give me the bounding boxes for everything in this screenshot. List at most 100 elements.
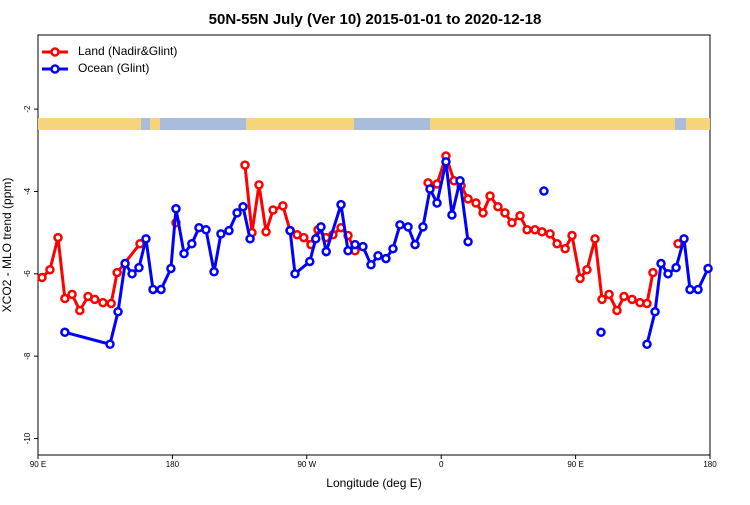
data-point <box>240 160 250 170</box>
data-point <box>597 294 607 305</box>
data-point <box>336 199 346 210</box>
data-point <box>388 243 398 254</box>
data-point <box>305 256 315 267</box>
data-point <box>539 186 549 196</box>
data-point <box>500 208 510 218</box>
data-point <box>552 239 562 249</box>
data-point <box>113 306 123 317</box>
data-point <box>441 157 451 167</box>
data-point <box>285 225 295 236</box>
data-point <box>485 191 495 201</box>
data-point <box>522 225 532 235</box>
data-point <box>567 230 577 241</box>
data-point <box>650 306 660 317</box>
data-point <box>67 289 77 300</box>
data-point <box>98 297 108 308</box>
legend-marker <box>50 64 60 74</box>
data-point <box>619 291 629 302</box>
data-point <box>134 262 144 273</box>
data-point <box>366 260 376 270</box>
data-point <box>60 293 70 304</box>
data-point <box>685 284 695 295</box>
legend-label: Ocean (Glint) <box>78 61 149 75</box>
data-point <box>671 262 681 273</box>
chart-title: 50N-55N July (Ver 10) 2015-01-01 to 2020… <box>209 11 542 28</box>
data-point <box>321 246 331 257</box>
land-strip <box>430 118 675 130</box>
data-point <box>166 263 176 274</box>
data-point <box>663 269 673 279</box>
data-point <box>209 267 219 277</box>
y-tick-label: -8 <box>23 352 32 360</box>
data-point <box>105 339 115 349</box>
data-point <box>648 267 658 278</box>
data-point <box>560 243 570 254</box>
data-point <box>245 234 255 244</box>
data-point <box>642 298 652 309</box>
data-point <box>545 229 555 239</box>
data-point <box>395 220 405 230</box>
y-tick-label: -10 <box>23 432 32 444</box>
data-point <box>45 264 55 275</box>
data-point <box>432 198 442 208</box>
y-tick-label: -4 <box>23 187 32 195</box>
x-tick-label: 180 <box>166 460 180 469</box>
data-point <box>224 225 234 236</box>
data-point <box>410 239 420 250</box>
data-point <box>627 294 637 305</box>
data-point <box>381 253 391 264</box>
data-point <box>703 263 713 274</box>
land-strip <box>686 118 710 130</box>
data-point <box>463 236 473 247</box>
data-point <box>316 222 326 232</box>
data-point <box>418 222 428 232</box>
data-point <box>106 298 116 309</box>
data-point <box>187 239 197 249</box>
data-point <box>493 201 503 212</box>
land-strip <box>246 118 354 130</box>
y-tick-label: -2 <box>23 105 32 113</box>
data-point <box>268 205 278 215</box>
data-point <box>455 176 465 186</box>
data-point <box>596 327 606 338</box>
data-point <box>75 305 85 316</box>
data-point <box>53 232 63 243</box>
land-strip <box>38 118 141 130</box>
data-point <box>179 248 189 259</box>
data-point <box>478 208 488 218</box>
data-point <box>463 194 473 204</box>
x-tick-label: 90 E <box>567 460 583 469</box>
data-point <box>278 201 288 211</box>
data-point <box>537 227 547 237</box>
land-mask-strip <box>38 118 710 130</box>
data-point <box>693 284 703 295</box>
data-point <box>642 339 652 349</box>
y-tick-label: -6 <box>23 270 32 278</box>
data-point <box>232 208 242 218</box>
legend-marker <box>50 47 60 57</box>
data-point <box>201 225 211 235</box>
data-point <box>604 289 614 300</box>
data-point <box>425 184 435 194</box>
data-point <box>343 246 353 256</box>
land-strip <box>150 118 160 130</box>
data-point <box>471 198 481 208</box>
data-point <box>254 180 264 190</box>
data-point <box>507 218 517 228</box>
data-point <box>156 284 166 295</box>
data-point <box>679 234 689 244</box>
data-point <box>656 258 666 269</box>
data-point <box>447 210 457 220</box>
data-point <box>582 264 592 275</box>
data-point <box>216 229 226 239</box>
data-point <box>60 327 70 338</box>
data-point <box>350 239 360 250</box>
data-point <box>112 267 122 278</box>
data-point <box>358 241 368 252</box>
data-point <box>590 234 600 244</box>
data-point <box>515 211 525 221</box>
x-tick-label: 180 <box>703 460 717 469</box>
y-axis-label: XCO2 - MLO trend (ppm) <box>0 178 14 313</box>
data-point <box>148 284 158 295</box>
